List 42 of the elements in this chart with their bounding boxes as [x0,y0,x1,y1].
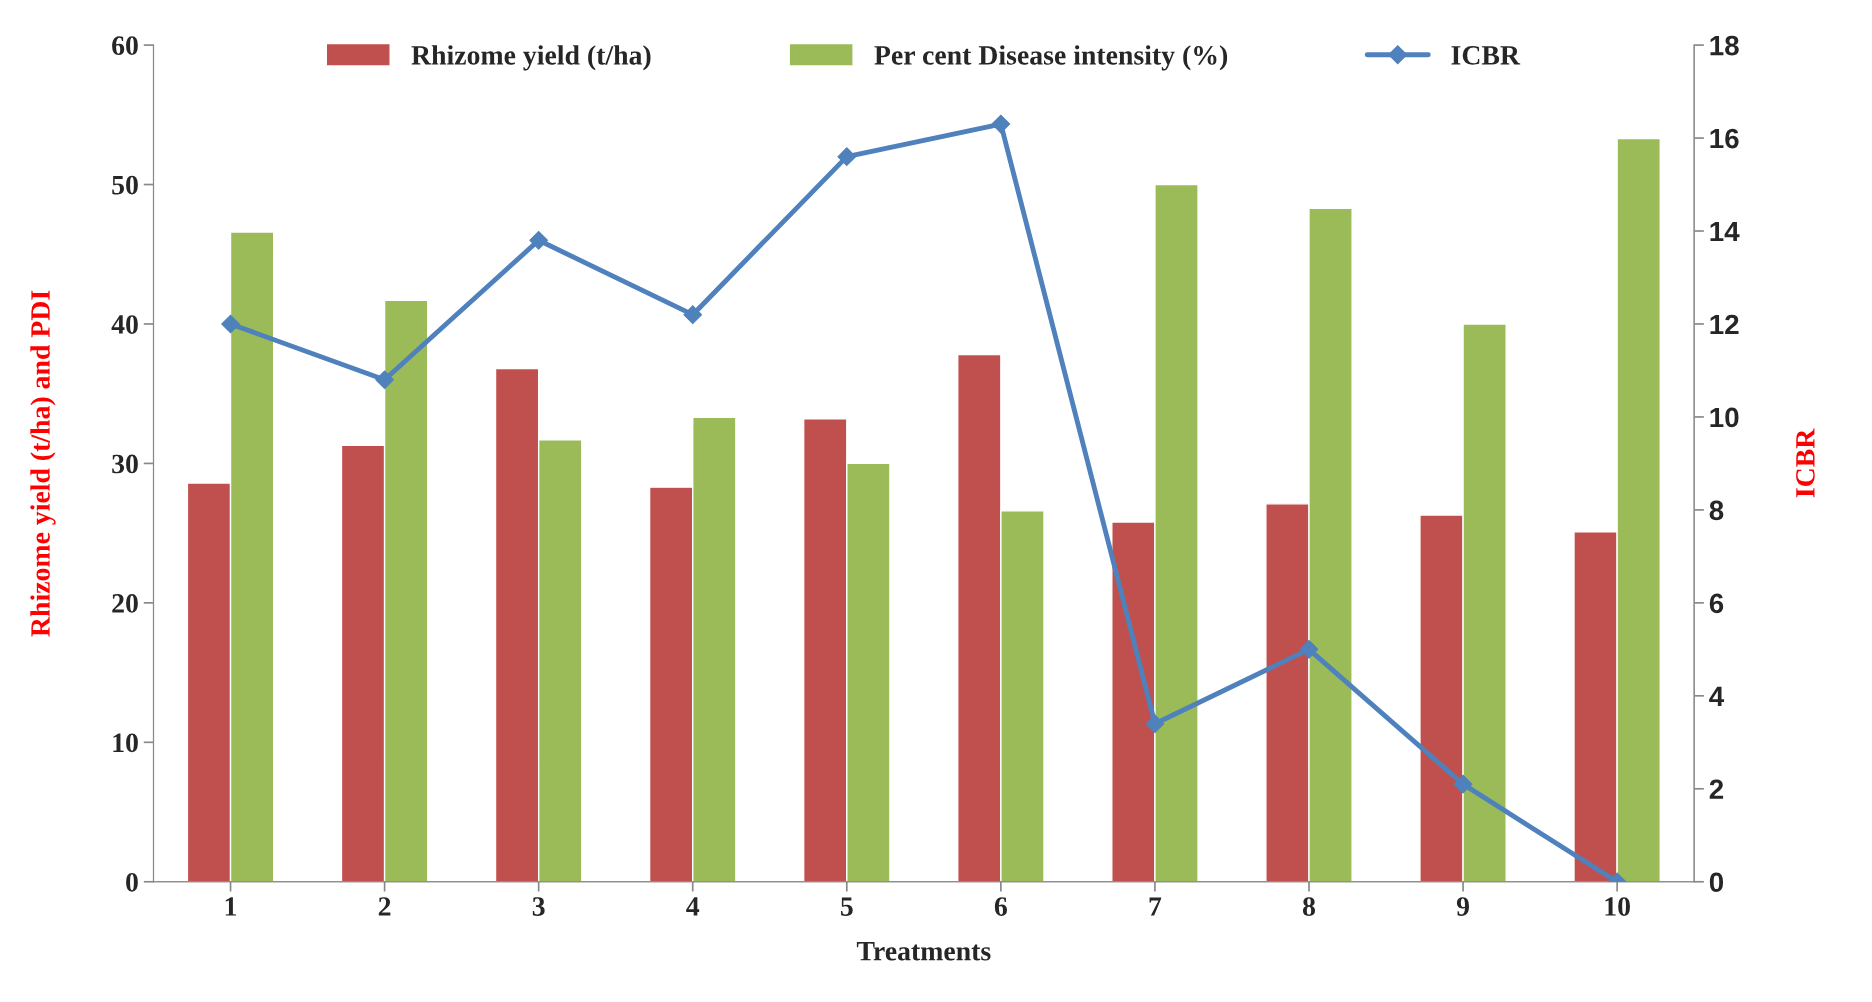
point [375,370,394,390]
point [529,230,549,250]
x-tick-label: 9 [1456,897,1469,916]
y-tick-label: 60 [112,36,138,55]
x-tick-label: 1 [225,897,237,916]
legend-label: ICBR [1451,46,1521,65]
x-tick-label: 4 [686,897,700,916]
x-tick-label: 3 [532,897,545,916]
y2-tick-label: 0 [1709,872,1724,893]
x-tick-label: 5 [840,897,853,916]
y2-tick-label: 12 [1710,314,1739,335]
point [1145,714,1165,734]
x-tick-label: 8 [1302,897,1316,916]
y2-axis-title: ICBR [1796,428,1815,498]
y-tick-label: 20 [112,594,138,613]
point [837,147,857,166]
point [991,114,1011,134]
x-axis-title: Treatments [856,942,991,961]
x-tick-label: 2 [378,897,391,916]
y-tick-label: 10 [113,733,138,753]
point [1299,639,1319,659]
y2-tick-label: 2 [1709,779,1724,799]
y-tick-label: 30 [112,454,138,474]
x-tick-label: 6 [994,897,1007,916]
y-tick-label: 40 [111,315,138,334]
y-axis-title: Rhizome yield (t/ha) and PDI [30,290,56,637]
y2-tick-label: 18 [1710,35,1739,56]
y2-tick-label: 16 [1710,128,1739,149]
y2-tick-label: 4 [1709,686,1725,706]
legend-label: Rhizome yield (t/ha) [411,45,651,71]
point [1453,774,1473,794]
y2-tick-label: 8 [1709,500,1724,521]
y-tick-label: 50 [112,175,138,195]
y2-tick-label: 14 [1710,221,1740,242]
x-tick-label: 10 [1605,897,1630,916]
legend-label: Per cent Disease intensity (%) [874,45,1228,71]
point [683,305,703,325]
y2-tick-label: 6 [1709,593,1724,614]
y2-tick-label: 10 [1710,407,1739,428]
point [221,314,240,334]
y-tick-label: 0 [126,872,138,892]
x-tick-label: 7 [1149,897,1162,916]
